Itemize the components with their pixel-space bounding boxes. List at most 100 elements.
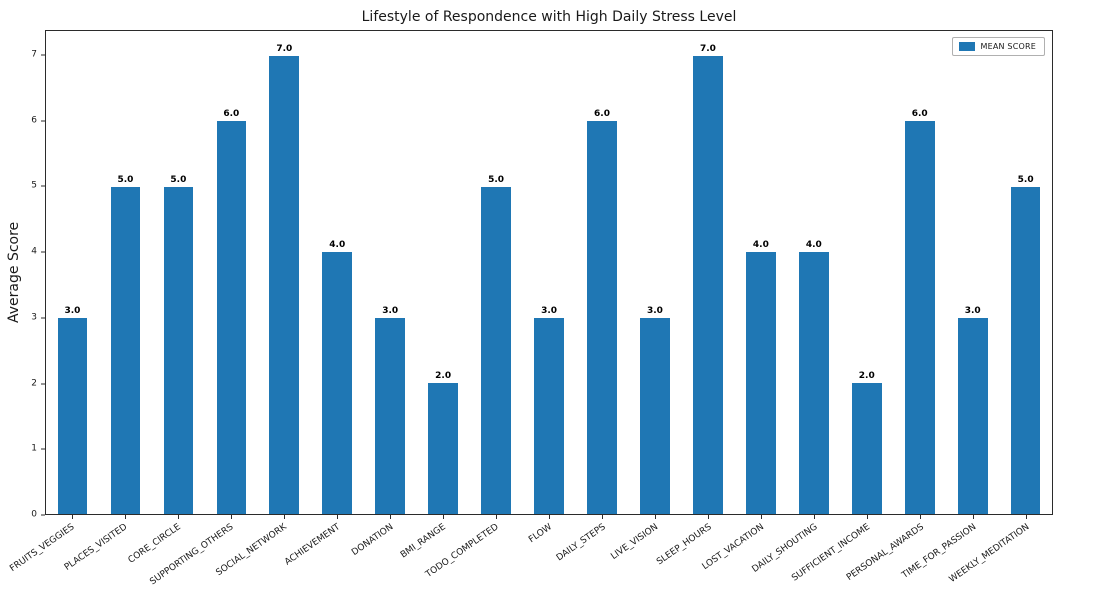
bar-slot: 5.0 bbox=[99, 31, 152, 514]
bar-slot: 7.0 bbox=[681, 31, 734, 514]
x-tick-mark bbox=[920, 515, 922, 519]
bar-slot: 3.0 bbox=[46, 31, 99, 514]
bar-slot: 5.0 bbox=[470, 31, 523, 514]
x-tick-slot: CORE_CIRCLE bbox=[127, 515, 204, 589]
x-tick-mark bbox=[973, 515, 975, 519]
bar-value-label: 5.0 bbox=[117, 174, 134, 185]
bar-slot: 2.0 bbox=[417, 31, 470, 514]
x-tick-mark bbox=[655, 515, 657, 519]
bar-value-label: 7.0 bbox=[276, 43, 293, 54]
bar-slot: 7.0 bbox=[258, 31, 311, 514]
x-axis-ticks: FRUITS_VEGGIES PLACES_VISITED CORE_CIRCLE S… bbox=[9, 515, 1053, 589]
legend: MEAN SCORE bbox=[952, 37, 1045, 56]
bar-value-label: 3.0 bbox=[964, 305, 981, 316]
x-tick-mark bbox=[1026, 515, 1028, 519]
x-tick-slot: FLOW bbox=[522, 515, 575, 589]
bar bbox=[428, 383, 458, 514]
x-tick-slot: SOCIAL_NETWORK bbox=[215, 515, 310, 589]
bar bbox=[375, 317, 406, 514]
bar bbox=[640, 317, 670, 514]
bar-slot: 6.0 bbox=[576, 31, 629, 514]
bar bbox=[957, 317, 988, 514]
y-tick-label: 5 bbox=[31, 180, 37, 191]
x-tick-mark bbox=[283, 515, 285, 519]
x-tick-mark bbox=[389, 515, 391, 519]
bar-slot: 3.0 bbox=[364, 31, 417, 514]
y-tick: 5 bbox=[31, 180, 45, 191]
bar-value-label: 3.0 bbox=[64, 305, 81, 316]
bar-slot: 3.0 bbox=[628, 31, 681, 514]
bar-value-label: 5.0 bbox=[1017, 174, 1034, 185]
x-tick-slot: DAILY_STEPS bbox=[554, 515, 628, 589]
x-tick-mark bbox=[71, 515, 73, 519]
x-tick-slot: TIME_FOR_PASSION bbox=[901, 515, 1000, 589]
x-tick-slot: FRUITS_VEGGIES bbox=[9, 515, 98, 589]
bar bbox=[587, 121, 617, 514]
x-tick-slot: BMI_RANGE bbox=[399, 515, 469, 589]
bar bbox=[481, 186, 511, 514]
x-tick-slot: WEEKLY_MEDITATION bbox=[948, 515, 1053, 589]
x-tick-label: FLOW bbox=[527, 522, 555, 546]
bar-slot: 6.0 bbox=[205, 31, 258, 514]
bar-value-label: 7.0 bbox=[699, 43, 716, 54]
x-tick-slot: DAILY_SHOUTING bbox=[750, 515, 841, 589]
bar bbox=[163, 186, 194, 514]
bar bbox=[799, 252, 829, 514]
y-tick-mark bbox=[41, 383, 45, 385]
x-tick-mark bbox=[761, 515, 763, 519]
bar-slot: 4.0 bbox=[734, 31, 787, 514]
bar-value-label: 6.0 bbox=[594, 109, 610, 120]
y-tick-mark bbox=[41, 185, 45, 187]
x-tick-mark bbox=[495, 515, 497, 519]
x-tick-slot: SUFFICIENT_INCOME bbox=[791, 515, 894, 589]
bar-value-label: 4.0 bbox=[329, 240, 346, 251]
bar bbox=[1010, 186, 1041, 514]
y-tick-label: 2 bbox=[31, 378, 37, 389]
y-tick-label: 4 bbox=[31, 246, 37, 257]
y-tick: 6 bbox=[31, 116, 45, 125]
bar-value-label: 2.0 bbox=[858, 371, 875, 382]
bar bbox=[110, 186, 141, 514]
x-tick-mark bbox=[708, 515, 710, 519]
x-tick-slot: PLACES_VISITED bbox=[63, 515, 151, 589]
y-tick: 0 bbox=[31, 509, 45, 520]
x-tick-slot: DONATION bbox=[350, 515, 416, 589]
bar-slot: 2.0 bbox=[840, 31, 893, 514]
plot-area: 3.0 5.0 5.0 6.0 7.0 4.0 3.0 2.0 5.0 3.0 6.0 3.0 7.0 4… bbox=[45, 30, 1053, 515]
x-tick-mark bbox=[814, 515, 816, 519]
bar bbox=[904, 121, 935, 514]
x-tick-mark bbox=[336, 515, 338, 519]
bar-value-label: 3.0 bbox=[646, 305, 663, 316]
y-tick-label: 0 bbox=[31, 509, 37, 520]
x-tick-mark bbox=[601, 515, 603, 519]
x-tick-slot: ACHIEVEMENT bbox=[283, 515, 363, 589]
y-tick-mark bbox=[41, 120, 45, 122]
bar-value-label: 2.0 bbox=[435, 371, 452, 382]
x-tick-slot: SUPPORTING_OTHERS bbox=[149, 515, 257, 589]
x-tick-mark bbox=[124, 515, 126, 519]
x-tick-slot: LOST_VACATION bbox=[701, 515, 788, 589]
y-tick: 1 bbox=[31, 443, 45, 454]
bar-slot: 3.0 bbox=[523, 31, 576, 514]
bar bbox=[746, 252, 776, 514]
x-tick-slot: SLEEP_HOURS bbox=[655, 515, 735, 589]
bar-value-label: 5.0 bbox=[170, 174, 187, 185]
y-tick-label: 7 bbox=[31, 49, 37, 60]
bar bbox=[693, 55, 723, 514]
x-tick-mark bbox=[177, 515, 179, 519]
bar-value-label: 3.0 bbox=[541, 305, 558, 316]
y-tick-mark bbox=[41, 514, 45, 516]
bar-slot: 6.0 bbox=[893, 31, 946, 514]
bar bbox=[216, 121, 247, 514]
bar bbox=[534, 317, 564, 514]
bar-slot: 5.0 bbox=[999, 31, 1052, 514]
legend-swatch bbox=[959, 42, 976, 51]
legend-label: MEAN SCORE bbox=[980, 42, 1036, 51]
x-tick-slot: LIVE_VISION bbox=[609, 515, 682, 589]
bar-value-label: 6.0 bbox=[223, 109, 240, 120]
bars-container: 3.0 5.0 5.0 6.0 7.0 4.0 3.0 2.0 5.0 3.0 6.0 3.0 7.0 4… bbox=[46, 31, 1052, 514]
chart-title: Lifestyle of Respondence with High Daily… bbox=[361, 9, 737, 25]
y-tick: 4 bbox=[31, 246, 45, 257]
y-tick-label: 1 bbox=[31, 443, 37, 454]
x-tick-slot: PERSONAL_AWARDS bbox=[845, 515, 947, 589]
